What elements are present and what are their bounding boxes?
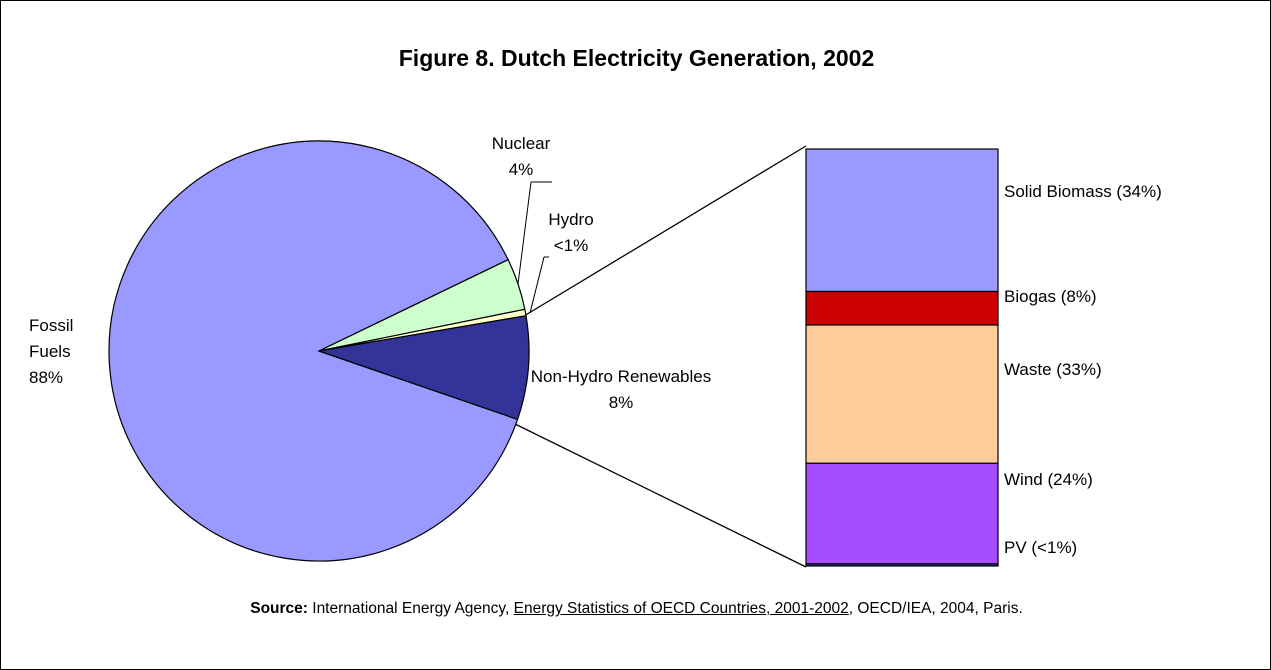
source-title: Energy Statistics of OECD Countries, 200… [513, 600, 849, 617]
bar-segment [805, 563, 999, 567]
slice-label: Non-Hydro Renewables 8% [501, 364, 741, 416]
slice-label: Hydro <1% [531, 207, 611, 259]
slice-name: Nuclear [491, 134, 551, 153]
slice-value: <1% [553, 236, 589, 255]
bar-segment [805, 462, 999, 565]
segment-label: Solid Biomass (34%) [1004, 182, 1162, 201]
bar-segment [805, 324, 999, 464]
slice-name: Fossil Fuels [29, 316, 74, 361]
segment-label: Waste (33%) [1004, 360, 1102, 379]
pie-slice [318, 315, 530, 421]
slice-value: 8% [608, 393, 634, 412]
bar-segment [805, 290, 999, 326]
source-text: International Energy Agency, [307, 600, 514, 617]
slice-value: 88% [29, 368, 64, 387]
slice-name: Hydro [548, 210, 594, 229]
source-label: Source: [250, 600, 308, 617]
slice-label: Nuclear 4% [481, 131, 561, 183]
source-text: , OECD/IEA, 2004, Paris. [848, 600, 1023, 617]
slice-value: 4% [508, 160, 534, 179]
segment-label: Biogas (8%) [1004, 287, 1097, 306]
source-note: Source: International Energy Agency, Ene… [1, 600, 1271, 618]
segment-label: Wind (24%) [1004, 470, 1093, 489]
slice-label: Fossil Fuels 88% [29, 313, 99, 391]
chart-title: Figure 8. Dutch Electricity Generation, … [398, 45, 875, 71]
pie-slice [108, 140, 519, 562]
segment-label: PV (<1%) [1004, 538, 1078, 557]
leader-line [529, 256, 545, 314]
connector-line [523, 145, 807, 317]
slice-name: Non-Hydro Renewables [530, 367, 712, 386]
bar-segment [805, 148, 999, 293]
connector-line [512, 422, 807, 568]
leader-line [517, 181, 532, 285]
